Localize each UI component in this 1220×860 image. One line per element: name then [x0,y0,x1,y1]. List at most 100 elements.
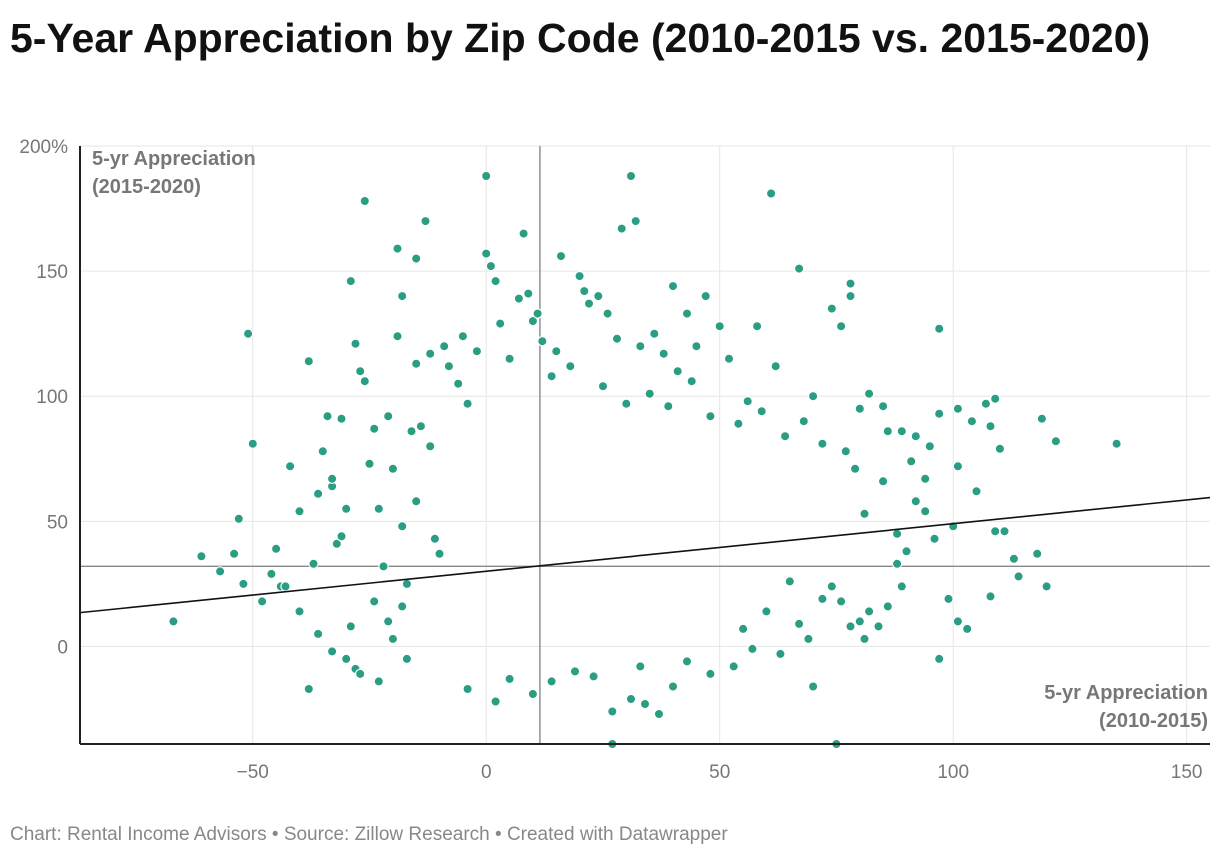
data-point [635,341,646,352]
data-point [971,486,982,497]
data-point [345,275,356,287]
data-point [910,496,922,507]
data-point [284,461,296,472]
data-point [312,628,324,640]
data-point [891,558,903,570]
data-point [681,656,693,667]
data-point [481,248,492,259]
data-point [667,280,679,292]
data-point [793,263,805,274]
data-point [663,401,674,412]
data-point [238,578,249,590]
data-point [1008,553,1020,565]
data-point [990,526,1001,537]
data-point [817,438,828,449]
data-point [980,398,992,409]
data-point [527,688,539,700]
data-point [411,358,422,369]
data-point [495,318,506,329]
data-point [359,195,370,207]
data-point [966,416,978,427]
data-point [751,321,763,332]
x-axis-title: 5-yr Appreciation (2010-2015) [1044,682,1208,732]
data-point [383,411,394,422]
data-point [863,388,875,399]
y-tick-label: 0 [57,637,68,658]
y-tick-label: 200% [19,137,68,158]
data-point [420,215,431,227]
x-axis-title-line: (2010-2015) [1099,710,1208,732]
data-point [523,288,534,299]
data-point [803,633,814,645]
data-point [793,618,805,630]
data-point [266,568,277,580]
data-point [336,531,347,542]
data-point [429,533,441,545]
x-tick-label: 50 [709,762,730,783]
data-point [593,290,604,302]
y-axis-title-line: (2015-2020) [92,176,201,198]
data-point [877,401,889,412]
y-axis-title-line: 5-yr Appreciation [92,148,256,170]
data-point [929,533,940,545]
data-point [490,275,501,287]
data-point [952,403,964,414]
data-point [411,253,422,264]
data-point [588,671,599,682]
data-point [233,513,244,525]
data-point [397,601,408,612]
data-point [336,413,347,424]
data-point [705,411,716,422]
y-tick-label: 150 [36,262,68,283]
data-point [845,290,856,302]
data-point [392,243,403,254]
data-point [546,371,557,382]
data-point [373,676,384,687]
data-point [1031,548,1043,560]
data-point [859,508,870,519]
data-point [373,503,384,514]
data-points [168,170,1122,750]
data-point [443,361,455,372]
data-point [555,250,567,262]
data-point [784,576,796,587]
data-point [1050,436,1062,447]
data-point [308,558,319,570]
data-point [714,321,725,332]
data-point [415,421,427,432]
data-point [700,290,711,302]
data-point [672,366,683,377]
data-point [667,681,679,692]
reference-lines [80,146,1210,744]
x-tick-label: 0 [481,762,492,783]
data-point [579,285,590,297]
data-point [920,473,931,484]
x-tick-label: 100 [937,762,969,783]
data-point [728,661,739,672]
data-point [775,648,786,660]
data-point [891,528,903,540]
data-point [369,596,380,607]
data-point [457,331,469,342]
data-point [504,353,515,364]
trendline [79,496,1211,614]
data-point [532,308,543,319]
data-point [527,315,539,327]
data-point [504,673,515,685]
data-point [742,396,753,407]
data-point [462,398,473,409]
data-point [770,361,781,372]
data-point [882,601,894,612]
data-point [518,228,529,239]
data-point [242,328,254,339]
data-point [345,621,356,632]
data-point [303,683,314,695]
data-point [326,473,338,484]
data-point [425,441,436,452]
data-point [425,348,436,359]
data-point [583,298,595,309]
chart-footer: Chart: Rental Income Advisors • Source: … [10,824,728,845]
data-point [397,521,408,532]
data-point [607,706,618,717]
data-point [434,548,445,560]
